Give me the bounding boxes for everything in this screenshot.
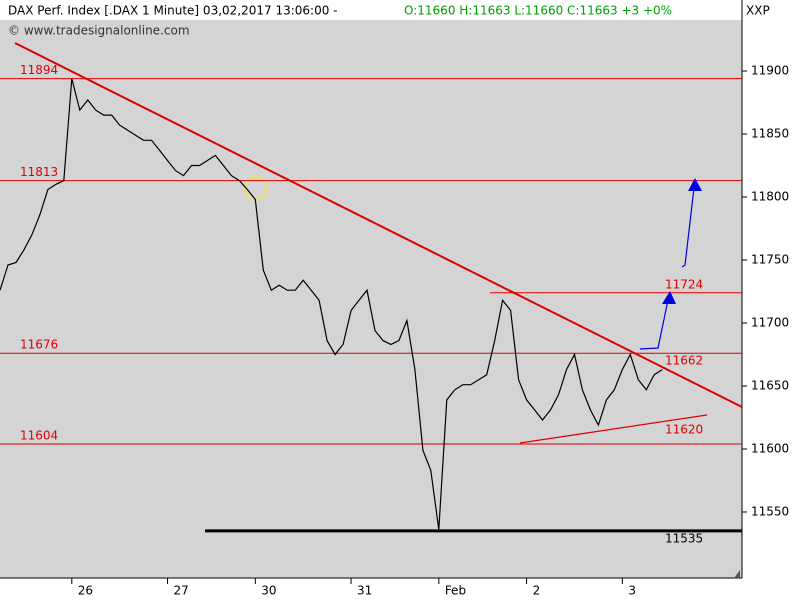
highlight-circle <box>244 176 268 200</box>
support-trend-line <box>519 414 708 444</box>
trend-line <box>14 42 743 408</box>
x-tick-label: 3 <box>628 584 636 598</box>
x-tick-label: 30 <box>261 584 276 598</box>
resistance-label: 11724 <box>665 277 703 291</box>
x-tick-label: 26 <box>78 584 93 598</box>
arrows <box>639 178 702 350</box>
arrow-head <box>662 291 676 304</box>
level-label: 11676 <box>20 338 58 352</box>
trendline-label: 11620 <box>665 423 703 437</box>
arrow <box>681 187 695 268</box>
plot-area <box>0 20 742 578</box>
arrow-head <box>688 178 702 191</box>
y-tick-label: 11900 <box>751 64 789 78</box>
support-label: 11535 <box>665 531 703 545</box>
trendline-label: 11662 <box>665 354 703 368</box>
y-tick-label: 11650 <box>751 378 789 392</box>
y-tick-label: 11850 <box>751 127 789 141</box>
x-tick-label: 27 <box>174 584 189 598</box>
level-label: 11894 <box>20 63 58 77</box>
y-tick-label: 11600 <box>751 441 789 455</box>
chart-title: DAX Perf. Index [.DAX 1 Minute] 03,02,20… <box>8 4 338 18</box>
x-tick-label: Feb <box>445 584 466 598</box>
x-tick-label: 2 <box>533 584 541 598</box>
x-tick-label: 31 <box>357 584 372 598</box>
scroll-icon <box>734 570 740 578</box>
price-line <box>0 78 663 530</box>
level-label: 11604 <box>20 428 58 442</box>
y-tick-label: 11800 <box>751 190 789 204</box>
y-tick-label: 11750 <box>751 253 789 267</box>
level-label: 11813 <box>20 165 58 179</box>
ohlc: O:11660 H:11663 L:11660 C:11663 +3 +0% <box>404 4 672 18</box>
arrow <box>639 299 669 350</box>
y-tick-label: 11550 <box>751 504 789 518</box>
symbol-code: XXP <box>746 4 770 18</box>
y-tick-label: 11700 <box>751 316 789 330</box>
watermark: © www.tradesignalonline.com <box>8 24 190 38</box>
